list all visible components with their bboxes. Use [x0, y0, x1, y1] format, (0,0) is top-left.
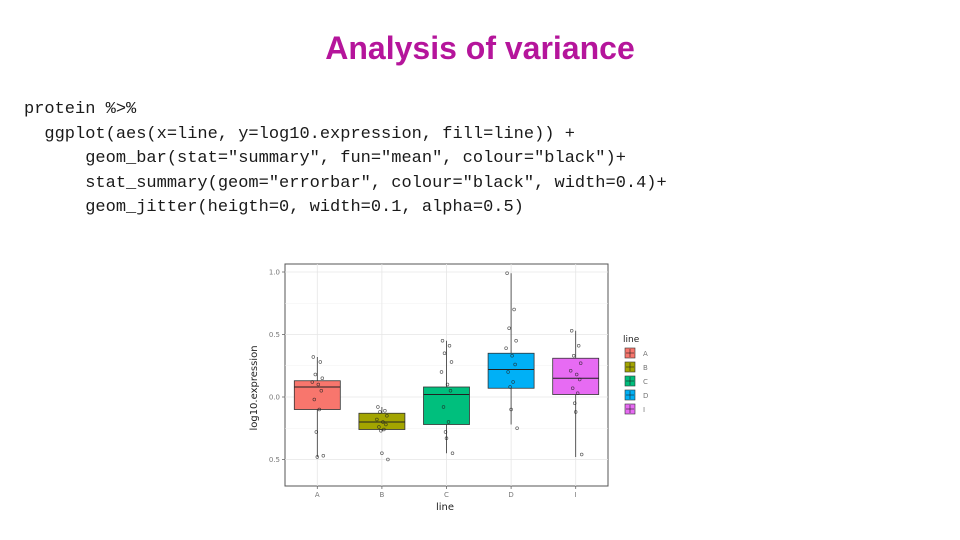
- data-point: [450, 451, 455, 455]
- data-point: [382, 427, 386, 432]
- code-line: stat_summary(geom="errorbar", colour="bl…: [24, 173, 667, 193]
- data-point: [510, 354, 514, 358]
- data-point: [384, 422, 388, 427]
- data-point: [386, 457, 390, 462]
- box-D: [487, 352, 535, 389]
- legend-label: C: [643, 378, 648, 386]
- x-tick-label: B: [379, 491, 384, 499]
- x-tick-label: C: [444, 491, 449, 499]
- data-point: [439, 370, 444, 374]
- data-point: [319, 389, 324, 393]
- data-point: [505, 271, 509, 275]
- data-point: [506, 370, 510, 374]
- x-tick-label: D: [508, 491, 513, 499]
- data-point: [507, 326, 511, 330]
- data-point: [385, 414, 389, 418]
- legend-label: I: [643, 406, 645, 414]
- data-point: [569, 369, 573, 373]
- data-point: [508, 385, 512, 389]
- data-point: [444, 436, 449, 440]
- data-point: [375, 417, 379, 422]
- data-point: [574, 410, 578, 414]
- data-point: [313, 372, 318, 377]
- data-point: [509, 407, 513, 412]
- boxplot-chart: 1.00.50.00.5A B C D I line log10.expression …: [249, 263, 648, 513]
- data-point: [572, 354, 576, 358]
- data-point: [513, 362, 517, 367]
- code-block: protein %>% ggplot(aes(x=line, y=log10.e…: [24, 98, 667, 221]
- code-line: protein %>%: [24, 100, 137, 119]
- data-point: [448, 389, 453, 393]
- data-point: [576, 391, 580, 395]
- code-line: geom_jitter(heigth=0, width=0.1, alpha=0…: [24, 198, 524, 217]
- code-line: ggplot(aes(x=line, y=log10.expression, f…: [24, 124, 575, 144]
- data-point: [512, 307, 516, 312]
- data-point: [321, 454, 326, 458]
- box-C: [423, 386, 470, 425]
- data-point: [310, 380, 315, 384]
- data-point: [504, 346, 508, 350]
- data-point: [580, 452, 584, 457]
- data-point: [381, 420, 385, 424]
- chart-axes: 1.0 0.5 0.0 0.5 A B C D I: [269, 269, 577, 500]
- data-point: [441, 405, 446, 409]
- data-point: [449, 360, 454, 364]
- legend-label: B: [643, 364, 648, 372]
- data-point: [511, 380, 515, 384]
- legend-label: D: [643, 392, 648, 400]
- data-point: [378, 410, 382, 414]
- data-point: [515, 426, 519, 430]
- data-point: [440, 339, 445, 343]
- chart-marks: [293, 271, 600, 462]
- data-point: [314, 430, 319, 434]
- data-point: [383, 409, 387, 413]
- y-tick-label: 0.5: [269, 456, 280, 464]
- legend-title: line: [623, 335, 640, 345]
- box-I: [552, 357, 600, 395]
- legend-label: A: [643, 350, 648, 358]
- data-point: [577, 344, 581, 348]
- y-tick-label: 1.0: [269, 269, 280, 277]
- y-tick-label: 0.0: [269, 394, 280, 402]
- data-point: [443, 430, 448, 434]
- data-point: [379, 429, 383, 433]
- data-point: [317, 407, 322, 412]
- data-point: [316, 382, 321, 387]
- x-axis-title: line: [436, 502, 454, 513]
- code-line: geom_bar(stat="summary", fun="mean", col…: [24, 149, 626, 168]
- data-point: [447, 344, 452, 348]
- slide-title: Analysis of variance: [325, 30, 635, 66]
- data-point: [442, 351, 447, 355]
- y-axis-title: log10.expression: [249, 345, 260, 430]
- data-point: [315, 455, 320, 459]
- data-point: [514, 339, 518, 343]
- data-point: [318, 360, 323, 364]
- data-point: [571, 386, 575, 390]
- data-point: [570, 329, 574, 333]
- data-point: [312, 397, 317, 402]
- data-point: [377, 425, 381, 429]
- data-point: [579, 361, 583, 365]
- data-point: [311, 355, 316, 359]
- data-point: [320, 376, 325, 380]
- y-tick-label: 0.5: [269, 331, 280, 339]
- data-point: [575, 372, 579, 377]
- x-tick-label: A: [315, 491, 320, 499]
- data-point: [445, 382, 450, 387]
- data-point: [573, 401, 577, 405]
- data-point: [376, 405, 380, 409]
- data-point: [578, 377, 582, 382]
- x-tick-label: I: [575, 491, 577, 499]
- data-point: [446, 420, 451, 424]
- data-point: [380, 451, 384, 455]
